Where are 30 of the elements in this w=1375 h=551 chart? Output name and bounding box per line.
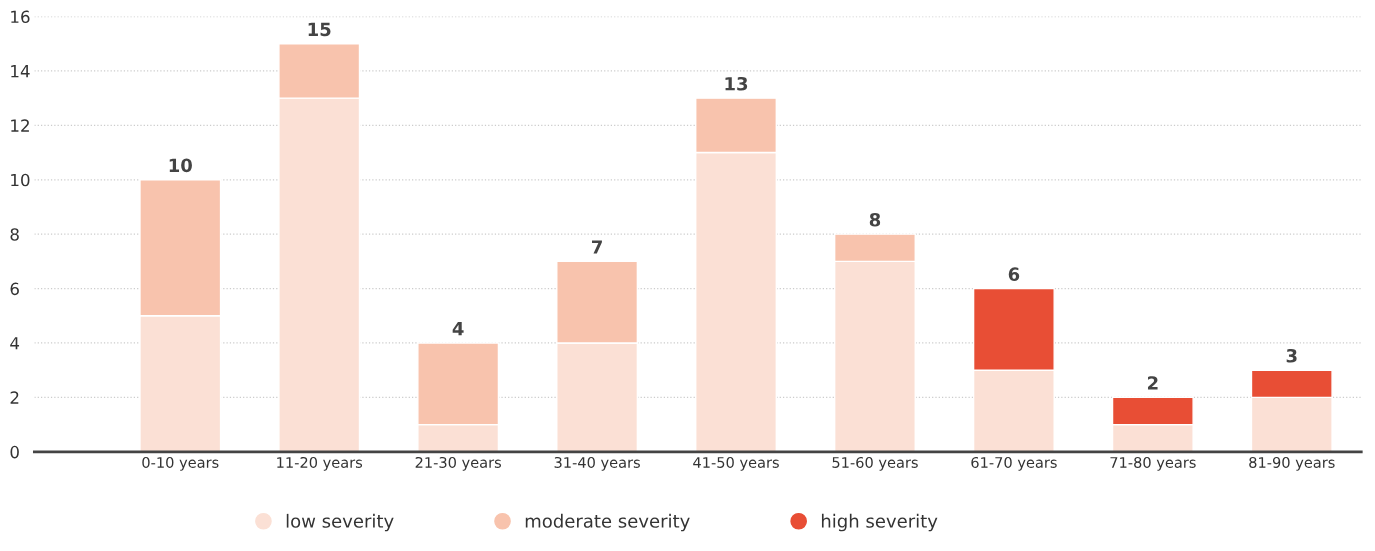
x-tick-label: 61-70 years: [971, 456, 1057, 471]
legend-label: moderate severity: [525, 513, 690, 532]
total-label: 10: [169, 158, 192, 173]
total-label: 7: [592, 240, 602, 254]
y-tick-label: 8: [10, 228, 19, 241]
y-tick-label: 16: [11, 10, 30, 24]
x-tick-label: 51-60 years: [832, 456, 918, 471]
total-label: 8: [869, 212, 881, 227]
x-tick-label: 11-20 years: [277, 456, 363, 471]
y-tick-label: 2: [10, 391, 19, 404]
total-label: 4: [452, 322, 464, 336]
legend-label: low severity: [286, 513, 394, 532]
legend-label: high severity: [821, 513, 938, 532]
x-tick-label: 71-80 years: [1110, 456, 1196, 471]
x-tick-label: 31-40 years: [554, 456, 640, 471]
total-label: 3: [1286, 348, 1297, 363]
y-tick-label: 6: [10, 282, 19, 296]
y-tick-label: 4: [10, 337, 20, 350]
total-label: 15: [308, 22, 331, 37]
y-tick-label: 0: [10, 445, 19, 459]
total-label: 13: [725, 76, 748, 91]
y-tick-label: 12: [11, 119, 29, 132]
total-label: 6: [1008, 267, 1020, 282]
x-tick-label: 21-30 years: [415, 456, 501, 471]
y-tick-label: 14: [11, 65, 30, 78]
x-tick-label: 0-10 years: [142, 456, 219, 471]
x-tick-label: 41-50 years: [693, 456, 779, 471]
y-tick-label: 10: [11, 173, 30, 187]
total-label: 2: [1147, 376, 1158, 390]
x-tick-label: 81-90 years: [1249, 456, 1335, 471]
